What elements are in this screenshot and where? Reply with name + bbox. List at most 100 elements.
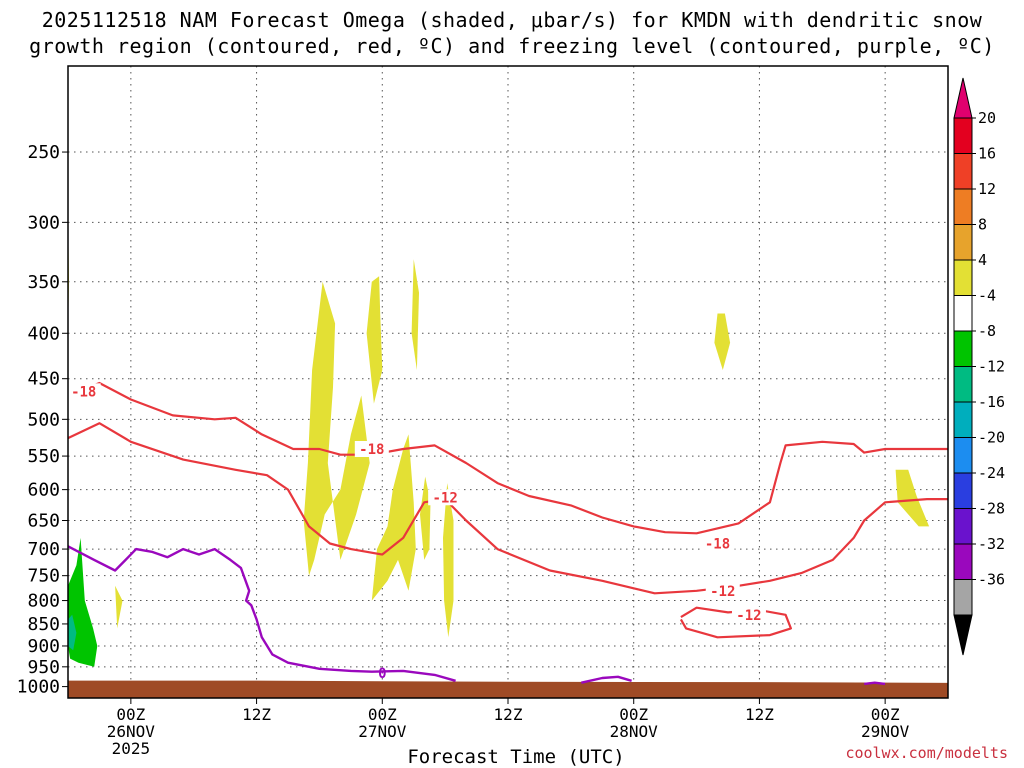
y-tick-label: 300 xyxy=(27,212,60,233)
y-tick-label: 800 xyxy=(27,591,60,612)
credit-text: coolwx.com/modelts xyxy=(845,744,1008,762)
x-tick-label: 00Z xyxy=(871,705,900,724)
x-tick-label: 29NOV xyxy=(861,722,910,741)
colorbar-label: 16 xyxy=(978,145,996,163)
x-tick-label: 00Z xyxy=(619,705,648,724)
x-tick-label: 26NOV xyxy=(107,722,156,741)
contour-label-bg xyxy=(705,582,740,599)
y-tick-label: 250 xyxy=(27,142,60,163)
red-contour-label: -18 xyxy=(705,537,730,553)
terrain-fill xyxy=(68,680,948,698)
omega-region xyxy=(420,476,431,560)
terrain-layer xyxy=(68,680,948,698)
red-contour-label: -18 xyxy=(359,442,384,458)
chart-title-line2: growth region (contoured, red, ºC) and f… xyxy=(29,34,995,58)
y-tick-label: 400 xyxy=(27,323,60,344)
colorbar-swatch xyxy=(953,543,973,580)
colorbar-label: -4 xyxy=(978,287,996,305)
red-contour-line xyxy=(679,606,793,639)
colorbar-label: -32 xyxy=(978,535,1005,553)
colorbar-label: -8 xyxy=(978,322,996,340)
omega-region xyxy=(371,434,416,601)
y-tick-label: 450 xyxy=(27,369,60,390)
contour-label-bg xyxy=(428,489,463,506)
colorbar-label: 4 xyxy=(978,251,987,269)
plot-frame xyxy=(67,65,949,699)
colorbar-top-arrow xyxy=(953,77,973,119)
red-contour-label: -12 xyxy=(736,608,761,624)
x-axis-label: Forecast Time (UTC) xyxy=(407,746,625,768)
colorbar: 20 16 12 8 4 -4 -8 -12 -16 -20 -24 -28 -32 -36 xyxy=(953,77,1005,656)
colorbar-label: -12 xyxy=(978,358,1005,376)
colorbar-swatch xyxy=(953,295,973,332)
y-tick-label: 600 xyxy=(27,480,60,501)
x-tick-label: 27NOV xyxy=(358,722,407,741)
dendritic-contours: -18-18-18-12-12-12 xyxy=(66,381,948,639)
colorbar-swatch xyxy=(953,401,973,438)
y-tick-label: 550 xyxy=(27,446,60,467)
colorbar-swatch xyxy=(953,366,973,403)
colorbar-label: -16 xyxy=(978,393,1005,411)
colorbar-swatch xyxy=(953,437,973,474)
x-tick-label: 2025 xyxy=(112,739,151,758)
purple-contour-line xyxy=(581,675,632,684)
chart-title-line1: 2025112518 NAM Forecast Omega (shaded, μ… xyxy=(41,8,983,32)
omega-region xyxy=(411,259,419,370)
freezing-level-contours: 0 xyxy=(67,545,886,686)
contour-label-bg xyxy=(731,606,766,623)
omega-region xyxy=(714,313,731,370)
y-tick-label: 950 xyxy=(27,657,60,678)
red-contour-label: -12 xyxy=(710,584,735,600)
purple-contour-line xyxy=(67,545,456,682)
y-tick-label: 850 xyxy=(27,614,60,635)
red-contour-line xyxy=(67,381,948,535)
colorbar-swatch xyxy=(953,330,973,367)
x-tick-label: 12Z xyxy=(242,705,271,724)
colorbar-swatch xyxy=(953,188,973,225)
y-tick-label: 700 xyxy=(27,539,60,560)
omega-region xyxy=(303,281,370,576)
contour-label-bg xyxy=(354,440,389,457)
red-contour-label: -12 xyxy=(432,490,457,506)
omega-region xyxy=(115,585,123,629)
colorbar-swatch xyxy=(953,153,973,190)
y-tick-label: 500 xyxy=(27,409,60,430)
y-tick-label: 900 xyxy=(27,636,60,657)
colorbar-swatch xyxy=(953,472,973,509)
colorbar-label: -36 xyxy=(978,571,1005,589)
contour-label-bg xyxy=(700,535,735,552)
x-tick-label: 12Z xyxy=(745,705,774,724)
omega-region xyxy=(68,614,77,651)
colorbar-label: -28 xyxy=(978,500,1005,518)
x-tick-label: 28NOV xyxy=(610,722,659,741)
y-tick-label: 750 xyxy=(27,566,60,587)
colorbar-swatch xyxy=(953,259,973,296)
colorbar-swatch xyxy=(953,224,973,261)
y-tick-label: 1000 xyxy=(17,677,60,698)
x-tick-label: 12Z xyxy=(494,705,523,724)
y-tick-label: 350 xyxy=(27,272,60,293)
colorbar-swatch xyxy=(953,579,973,616)
purple-contour-line xyxy=(864,681,886,686)
colorbar-label: 20 xyxy=(978,109,996,127)
colorbar-label: -24 xyxy=(978,464,1005,482)
omega-region xyxy=(895,469,930,527)
axis-ticks: 2503003504004505005506006507007508008509… xyxy=(17,142,910,758)
colorbar-swatch xyxy=(953,117,973,154)
colorbar-label: -20 xyxy=(978,429,1005,447)
colorbar-bottom-arrow xyxy=(953,614,973,656)
omega-shading xyxy=(68,209,930,667)
purple-contour-label: 0 xyxy=(378,666,386,682)
x-tick-label: 00Z xyxy=(368,705,397,724)
grid-lines xyxy=(68,66,948,698)
red-contour-line xyxy=(67,422,948,595)
colorbar-label: 8 xyxy=(978,216,987,234)
omega-region xyxy=(366,276,383,404)
red-contour-label: -18 xyxy=(71,384,96,400)
contour-label-bg xyxy=(66,383,101,400)
colorbar-label: 12 xyxy=(978,180,996,198)
x-tick-label: 00Z xyxy=(116,705,145,724)
y-tick-label: 650 xyxy=(27,510,60,531)
omega-region xyxy=(443,483,454,638)
